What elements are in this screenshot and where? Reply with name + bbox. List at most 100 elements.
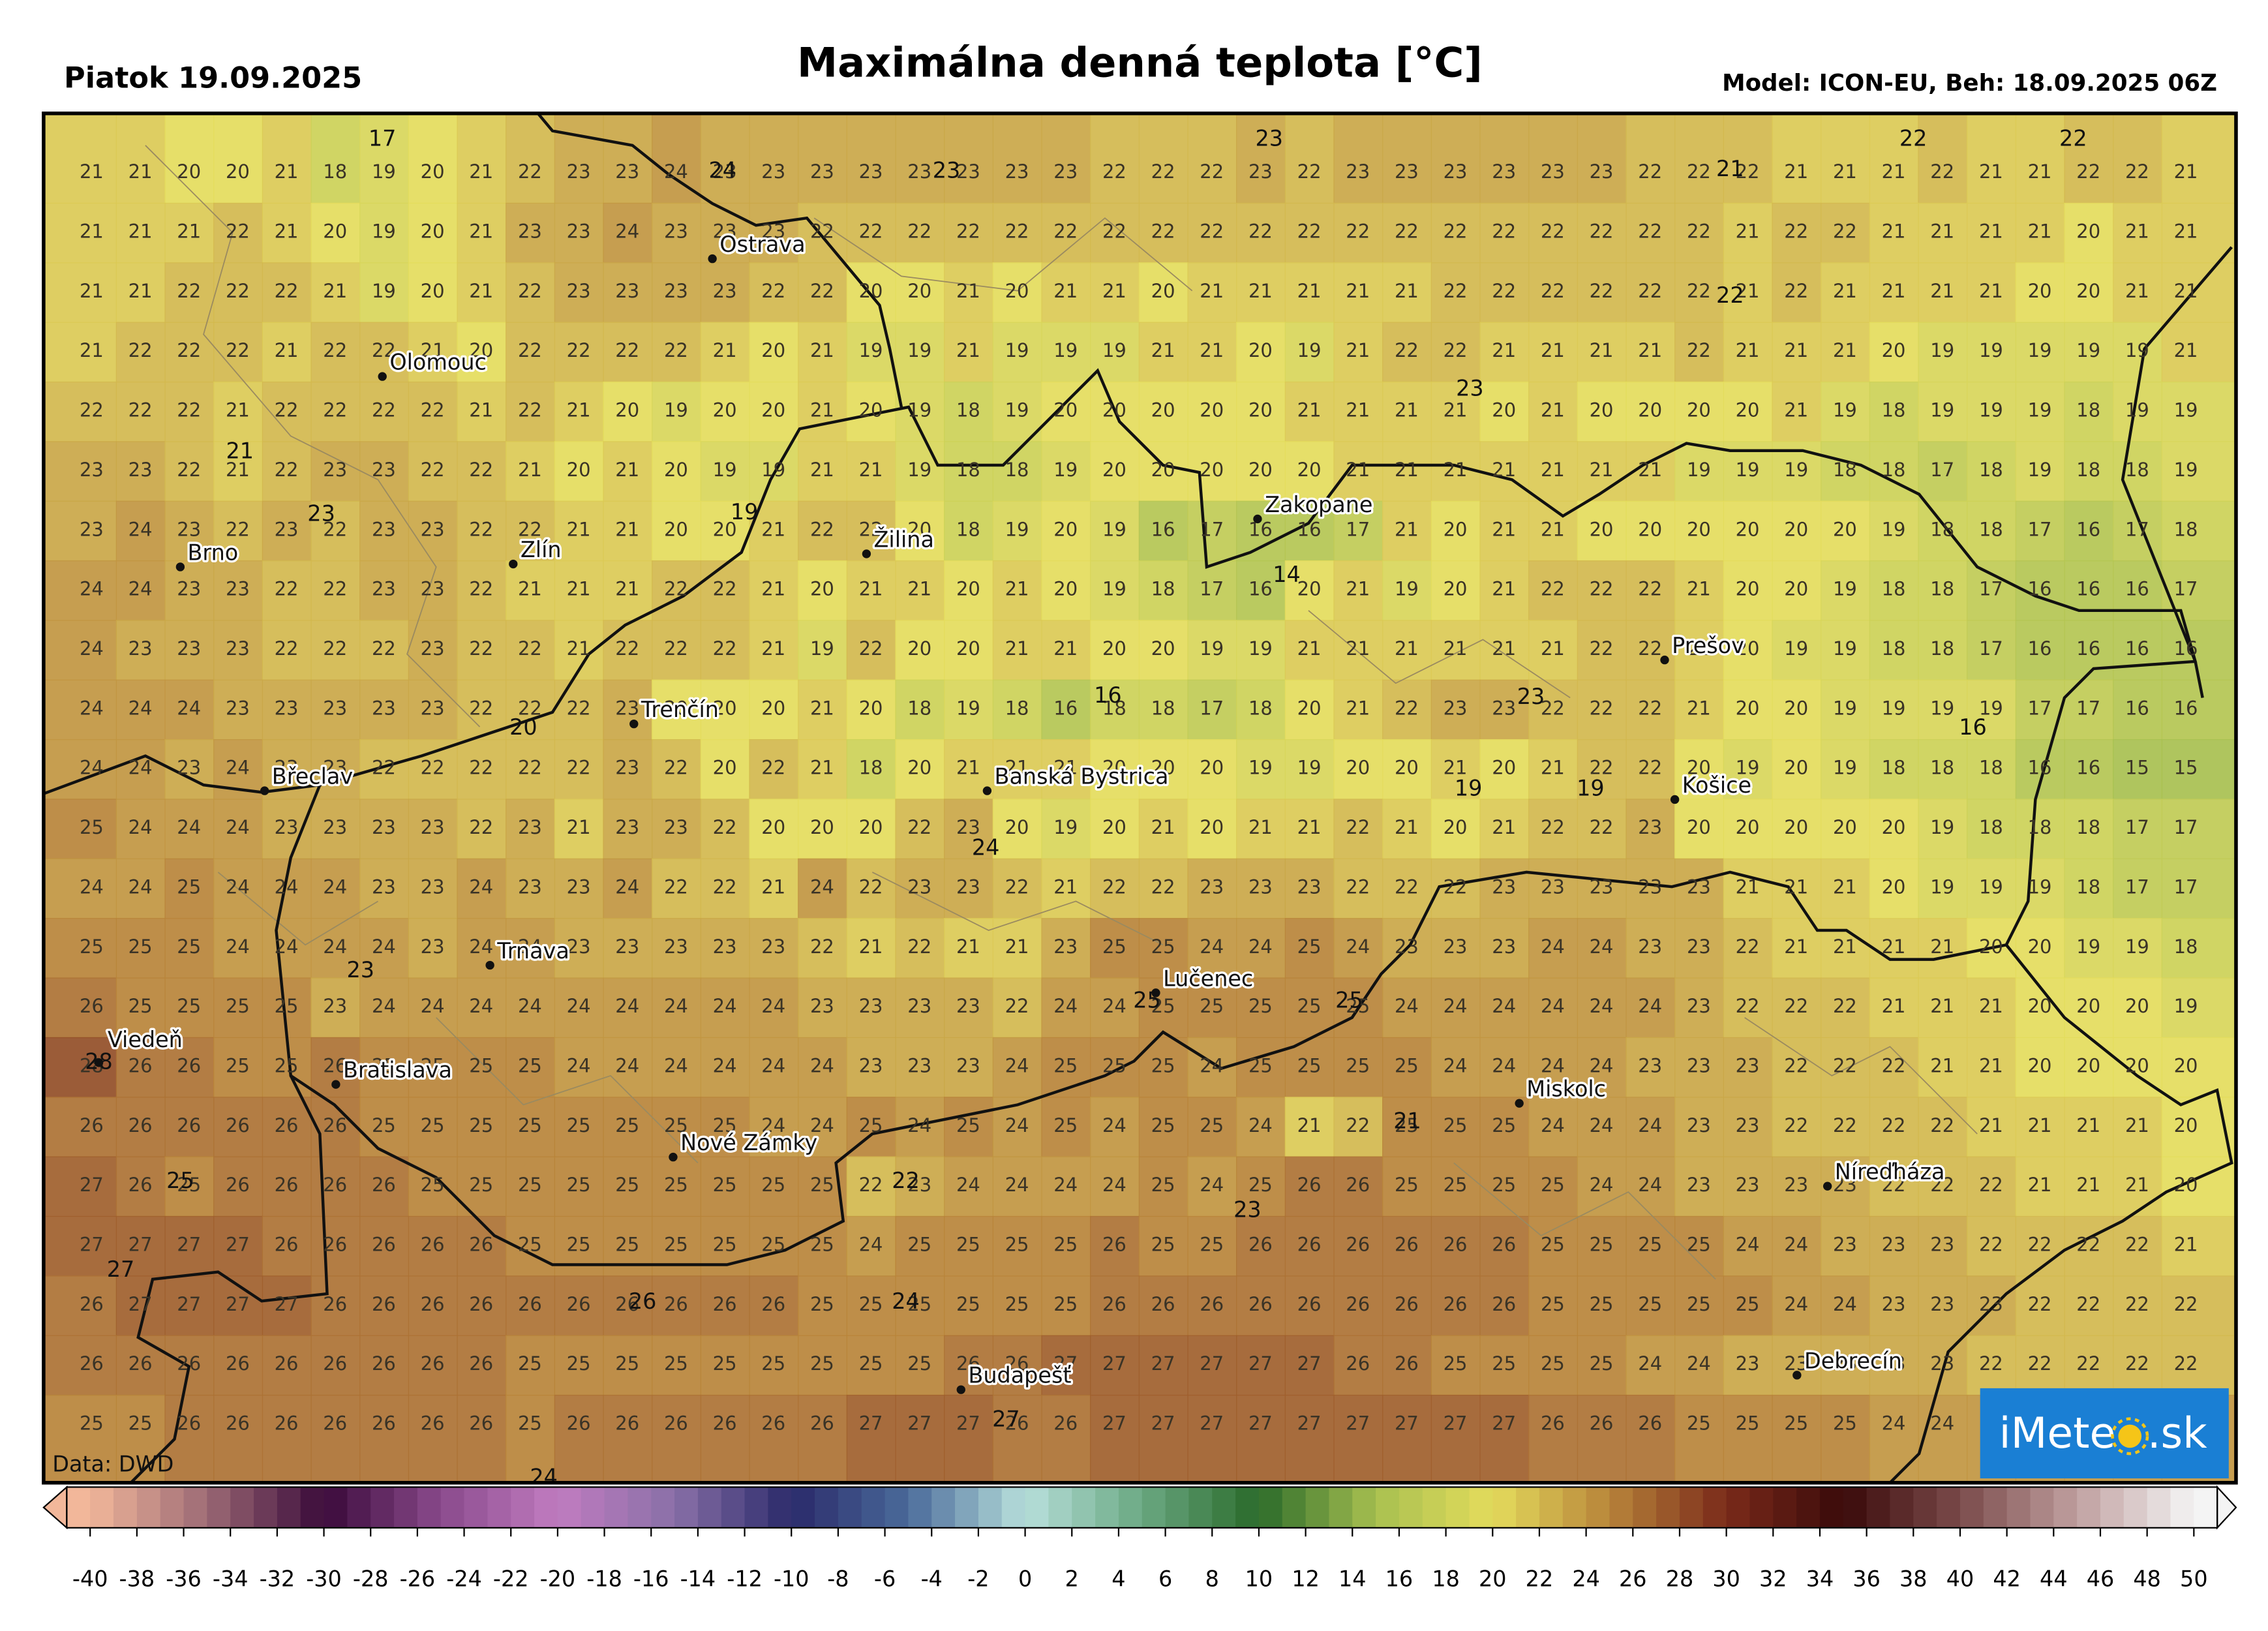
temperature-value: 22	[1151, 160, 1175, 183]
temperature-value: 21	[810, 697, 834, 719]
temperature-value: 19	[1930, 816, 1954, 838]
temperature-cell	[1674, 679, 1725, 740]
temperature-value: 25	[372, 1114, 396, 1136]
temperature-value: 19	[372, 280, 396, 302]
temperature-value: 25	[713, 1174, 737, 1196]
temperature-value: 18	[956, 518, 980, 540]
temperature-value: 25	[1736, 1412, 1760, 1435]
temperature-cell	[1918, 322, 1968, 383]
temperature-cell	[992, 381, 1042, 442]
colorbar-bin	[300, 1487, 325, 1528]
temperature-cell	[1625, 977, 1676, 1039]
temperature-cell	[1041, 560, 1091, 621]
temperature-cell	[944, 500, 994, 562]
temperature-cell	[1674, 500, 1725, 562]
colorbar-tick-label: -14	[680, 1566, 716, 1592]
temperature-cell	[2064, 620, 2114, 681]
temperature-cell	[1236, 1335, 1286, 1396]
temperature-value: 24	[664, 1054, 688, 1076]
temperature-cell	[1284, 1156, 1335, 1217]
temperature-value: 23	[1784, 1174, 1808, 1196]
temperature-value: 21	[713, 339, 737, 361]
temperature-value: 24	[859, 1234, 883, 1256]
temperature-value: 23	[421, 578, 445, 600]
temperature-value: 26	[372, 1174, 396, 1196]
temperature-value: 26	[1248, 1234, 1273, 1256]
temperature-value: 22	[323, 339, 347, 361]
temperature-value: 21	[226, 459, 250, 481]
temperature-value: 24	[1492, 1054, 1516, 1076]
temperature-value: 20	[1200, 399, 1224, 421]
temperature-value: 23	[518, 816, 542, 838]
temperature-cell	[1772, 262, 1822, 323]
temperature-value: 17	[2174, 578, 2198, 600]
temperature-cell	[262, 679, 312, 740]
temperature-cell	[164, 1215, 215, 1277]
temperature-value: 25	[761, 1352, 785, 1375]
temperature-value: 25	[761, 1174, 785, 1196]
temperature-cell	[1821, 1394, 1871, 1483]
temperature-value: 25	[177, 876, 201, 898]
extreme-value: 23	[346, 957, 374, 983]
temperature-cell	[1674, 858, 1725, 919]
temperature-value: 21	[1784, 936, 1808, 958]
temperature-cell	[2064, 322, 2114, 383]
temperature-value: 16	[2076, 757, 2100, 779]
temperature-value: 26	[323, 1234, 347, 1256]
temperature-value: 21	[1151, 339, 1175, 361]
temperature-value: 21	[1541, 459, 1565, 481]
temperature-cell	[798, 1037, 848, 1098]
temperature-value: 24	[615, 995, 639, 1017]
temperature-value: 21	[1492, 637, 1516, 660]
temperature-value: 25	[518, 1352, 542, 1375]
temperature-value: 20	[1833, 816, 1857, 838]
temperature-value: 24	[1248, 1114, 1273, 1136]
temperature-value: 26	[1005, 1412, 1029, 1435]
temperature-cell	[1821, 679, 1871, 740]
temperature-cell	[1577, 1275, 1627, 1336]
temperature-value: 22	[1638, 637, 1662, 660]
temperature-cell	[1382, 113, 1432, 204]
temperature-value: 23	[1687, 876, 1711, 898]
temperature-value: 24	[1005, 1114, 1029, 1136]
temperature-value: 22	[2028, 1293, 2052, 1315]
colorbar-tick-label: -22	[493, 1566, 529, 1592]
temperature-value: 20	[1297, 697, 1322, 719]
extreme-value: 24	[892, 1288, 920, 1314]
temperature-value: 24	[129, 876, 153, 898]
temperature-value: 26	[80, 1352, 104, 1375]
temperature-cell	[1041, 739, 1091, 800]
city-name: Brno	[188, 540, 239, 565]
temperature-value: 26	[761, 1293, 785, 1315]
temperature-value: 20	[761, 697, 785, 719]
temperature-value: 19	[1882, 518, 1906, 540]
temperature-cell	[1528, 1215, 1579, 1277]
temperature-cell	[2113, 858, 2163, 919]
temperature-value: 23	[1541, 160, 1565, 183]
temperature-cell	[1723, 202, 1773, 264]
temperature-cell	[213, 1156, 264, 1217]
colorbar-bin	[347, 1487, 372, 1528]
temperature-value: 20	[177, 160, 201, 183]
temperature-value: 20	[1833, 518, 1857, 540]
temperature-cell	[1821, 620, 1871, 681]
temperature-value: 25	[421, 1174, 445, 1196]
temperature-value: 25	[810, 1174, 834, 1196]
temperature-value: 25	[1395, 1174, 1419, 1196]
temperature-value: 18	[1979, 518, 2003, 540]
temperature-cell	[700, 1156, 750, 1217]
colorbar-bin	[1516, 1487, 1540, 1528]
temperature-value: 21	[1541, 757, 1565, 779]
temperature-value: 20	[1590, 518, 1614, 540]
temperature-value: 20	[859, 816, 883, 838]
colorbar-bin	[2100, 1487, 2124, 1528]
temperature-cell	[359, 1335, 410, 1396]
temperature-value: 27	[956, 1412, 980, 1435]
temperature-cell	[895, 500, 945, 562]
temperature-value: 26	[469, 1352, 493, 1375]
temperature-cell	[992, 620, 1042, 681]
temperature-value: 22	[567, 339, 591, 361]
temperature-value: 19	[1979, 339, 2003, 361]
temperature-value: 23	[1833, 1352, 1857, 1375]
